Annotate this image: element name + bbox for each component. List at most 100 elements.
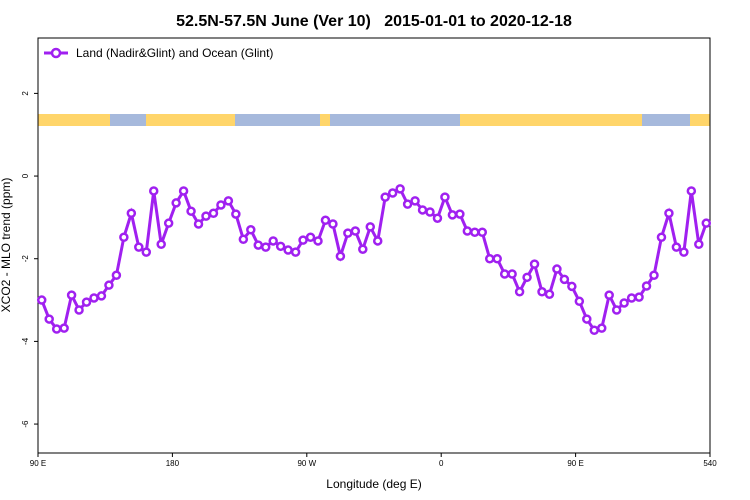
data-point — [477, 227, 488, 238]
data-point — [440, 192, 450, 202]
data-point — [44, 314, 54, 324]
data-point — [417, 205, 428, 215]
data-point — [36, 295, 47, 305]
data-point — [679, 247, 689, 257]
data-point — [358, 244, 368, 254]
data-point — [387, 188, 398, 198]
data-point — [111, 270, 122, 281]
y-tick-label: -2 — [21, 255, 30, 263]
data-point — [260, 242, 271, 252]
data-point — [529, 259, 540, 269]
data-point — [634, 292, 644, 302]
chart-title: 52.5N-57.5N June (Ver 10) 2015-01-01 to … — [176, 13, 572, 30]
plot-frame — [37, 37, 711, 454]
data-point — [365, 222, 376, 232]
data-point — [626, 293, 637, 303]
data-point — [141, 247, 152, 257]
x-tick-label: 540 — [703, 459, 717, 468]
data-point — [395, 184, 405, 194]
data-point — [201, 211, 211, 221]
data-point — [589, 325, 600, 335]
x-tick-label: 90 E — [567, 459, 583, 468]
data-point — [186, 206, 196, 216]
data-point — [611, 305, 622, 315]
data-point — [178, 186, 189, 196]
data-point — [335, 251, 346, 261]
data-point — [171, 198, 181, 208]
data-point — [641, 281, 652, 291]
data-point — [619, 298, 629, 308]
data-point — [246, 225, 256, 235]
data-point — [701, 218, 712, 228]
data-point — [231, 209, 241, 219]
data-point — [522, 272, 532, 283]
data-point — [507, 269, 517, 279]
data-point — [81, 297, 92, 307]
data-point — [425, 207, 435, 217]
data-point — [656, 232, 667, 242]
x-tick-label: 90 W — [297, 459, 316, 468]
data-point — [559, 274, 570, 285]
data-point — [462, 226, 473, 236]
data-point — [89, 293, 99, 303]
data-point — [96, 291, 107, 301]
data-point — [193, 219, 204, 229]
data-point — [313, 236, 323, 246]
data-point — [567, 281, 577, 292]
data-point — [694, 239, 704, 250]
data-point — [582, 314, 592, 324]
data-point — [328, 219, 338, 229]
y-tick-label: -4 — [21, 337, 30, 345]
data-point — [447, 210, 458, 220]
data-point — [686, 186, 697, 196]
data-point — [163, 218, 174, 228]
data-point — [208, 208, 219, 219]
data-point — [253, 240, 264, 250]
land-ocean-strip — [38, 114, 710, 126]
data-point — [350, 226, 361, 236]
data-point — [432, 213, 443, 223]
data-point — [216, 200, 226, 210]
data-point — [238, 234, 249, 245]
data-point — [223, 196, 234, 206]
x-tick-label: 180 — [166, 459, 180, 468]
legend: Land (Nadir&Glint) and Ocean (Glint) — [44, 46, 273, 60]
data-point — [649, 270, 659, 281]
data-point — [372, 236, 383, 246]
data-point — [298, 235, 308, 245]
data-point — [126, 208, 137, 219]
legend-label: Land (Nadir&Glint) and Ocean (Glint) — [76, 46, 273, 60]
y-axis-label: XCO2 - MLO trend (ppm) — [0, 178, 13, 313]
data-point — [604, 290, 614, 300]
data-point — [455, 209, 465, 219]
y-tick-label: 0 — [21, 173, 30, 178]
data-point — [544, 289, 555, 300]
data-point — [492, 253, 502, 264]
data-point — [499, 269, 510, 279]
x-tick-label: 90 E — [30, 459, 46, 468]
data-point — [537, 287, 547, 297]
data-point — [275, 241, 286, 252]
data-point — [134, 242, 144, 252]
data-point — [320, 215, 331, 226]
data-point — [402, 199, 413, 209]
data-point — [484, 253, 495, 264]
x-axis-label: Longitude (deg E) — [326, 477, 421, 491]
data-point — [410, 196, 420, 206]
y-tick-label: -6 — [21, 420, 30, 428]
data-point — [574, 296, 585, 307]
data-point — [66, 290, 77, 300]
data-point — [671, 242, 682, 252]
data-point — [343, 228, 353, 238]
data-point — [552, 264, 562, 274]
data-point — [74, 305, 84, 315]
data-point — [514, 287, 525, 297]
data-point — [156, 239, 166, 250]
data-point — [470, 227, 480, 238]
x-tick-label: 0 — [439, 459, 444, 468]
data-point — [596, 323, 607, 333]
series-line — [40, 186, 708, 332]
data-point — [119, 232, 129, 242]
legend-marker — [50, 47, 62, 59]
